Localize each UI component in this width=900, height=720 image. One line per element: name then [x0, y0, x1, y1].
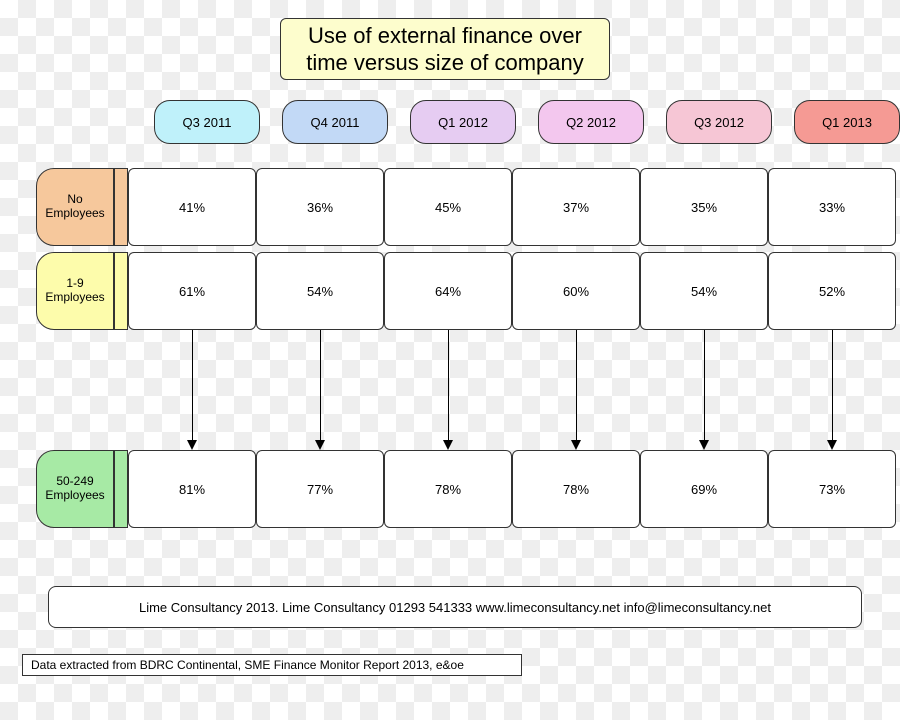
footer-credit: Lime Consultancy 2013. Lime Consultancy …	[48, 586, 862, 628]
data-cell: 54%	[640, 252, 768, 330]
row-header-line: 50-249	[56, 475, 93, 489]
data-cell: 37%	[512, 168, 640, 246]
data-cell: 41%	[128, 168, 256, 246]
data-cell: 81%	[128, 450, 256, 528]
arrow-line	[320, 330, 322, 440]
row-header-line: 1-9	[66, 277, 83, 291]
row-header-line: Employees	[45, 489, 104, 503]
row-header-spacer	[114, 168, 128, 246]
data-cell: 69%	[640, 450, 768, 528]
chart-title-line2: time versus size of company	[306, 49, 584, 77]
row-header-spacer	[114, 252, 128, 330]
column-header: Q1 2013	[794, 100, 900, 144]
chart-title: Use of external finance overtime versus …	[280, 18, 610, 80]
data-cell: 36%	[256, 168, 384, 246]
arrow-head-icon	[827, 440, 837, 450]
column-header: Q4 2011	[282, 100, 388, 144]
data-cell: 73%	[768, 450, 896, 528]
data-cell: 78%	[512, 450, 640, 528]
data-cell: 54%	[256, 252, 384, 330]
arrow-line	[448, 330, 450, 440]
data-cell: 77%	[256, 450, 384, 528]
arrow-head-icon	[315, 440, 325, 450]
data-cell: 52%	[768, 252, 896, 330]
arrow-line	[704, 330, 706, 440]
data-cell: 60%	[512, 252, 640, 330]
data-cell: 64%	[384, 252, 512, 330]
column-header: Q3 2012	[666, 100, 772, 144]
row-header: NoEmployees	[36, 168, 114, 246]
row-header: 50-249Employees	[36, 450, 114, 528]
arrow-line	[832, 330, 834, 440]
data-cell: 33%	[768, 168, 896, 246]
row-header-line: Employees	[45, 207, 104, 221]
arrow-head-icon	[699, 440, 709, 450]
arrow-line	[192, 330, 194, 440]
arrow-head-icon	[443, 440, 453, 450]
arrow-head-icon	[187, 440, 197, 450]
data-cell: 35%	[640, 168, 768, 246]
data-cell: 61%	[128, 252, 256, 330]
diagram-container: Use of external finance overtime versus …	[0, 0, 900, 720]
chart-title-line1: Use of external finance over	[308, 22, 582, 50]
arrow-head-icon	[571, 440, 581, 450]
arrow-line	[576, 330, 578, 440]
row-header-line: No	[67, 193, 82, 207]
column-header: Q2 2012	[538, 100, 644, 144]
column-header: Q3 2011	[154, 100, 260, 144]
row-header-spacer	[114, 450, 128, 528]
data-cell: 78%	[384, 450, 512, 528]
column-header: Q1 2012	[410, 100, 516, 144]
row-header-line: Employees	[45, 291, 104, 305]
row-header: 1-9Employees	[36, 252, 114, 330]
data-source-note: Data extracted from BDRC Continental, SM…	[22, 654, 522, 676]
data-cell: 45%	[384, 168, 512, 246]
